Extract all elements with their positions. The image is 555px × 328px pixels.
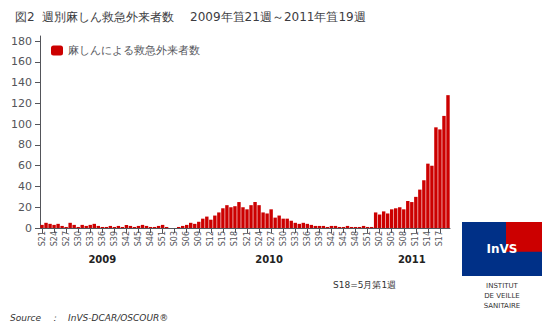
svg-text:S30: S30	[279, 231, 288, 246]
svg-text:S21: S21	[243, 231, 252, 246]
svg-text:S33: S33	[291, 231, 300, 246]
svg-text:S17: S17	[435, 231, 444, 246]
svg-text:180: 180	[11, 35, 32, 48]
svg-text:S39: S39	[315, 231, 324, 246]
svg-text:100: 100	[11, 118, 32, 131]
svg-text:InVS: InVS	[487, 242, 518, 256]
svg-text:2010: 2010	[255, 254, 283, 265]
svg-text:S11: S11	[411, 231, 420, 246]
svg-text:S15: S15	[218, 231, 227, 246]
svg-text:S08: S08	[399, 231, 408, 246]
svg-text:S36: S36	[98, 231, 107, 246]
svg-text:S33: S33	[86, 231, 95, 246]
svg-text:S05: S05	[387, 231, 396, 246]
svg-text:2011: 2011	[398, 254, 426, 265]
svg-text:160: 160	[11, 55, 32, 68]
svg-text:2009: 2009	[88, 254, 116, 265]
svg-text:20: 20	[18, 201, 32, 214]
svg-text:Source ： InVS-DCAR/OSCOUR®: Source ： InVS-DCAR/OSCOUR®	[10, 313, 168, 323]
svg-text:60: 60	[18, 159, 32, 172]
svg-text:S45: S45	[134, 231, 143, 246]
svg-text:80: 80	[18, 138, 32, 151]
svg-text:麻しんによる救急外来者数: 麻しんによる救急外来者数	[68, 44, 200, 57]
svg-text:S24: S24	[255, 231, 264, 246]
svg-text:S18: S18	[230, 231, 239, 246]
svg-text:S21: S21	[38, 231, 47, 246]
svg-text:S48: S48	[351, 231, 360, 246]
svg-text:SANITAIRE: SANITAIRE	[484, 302, 521, 310]
svg-text:S42: S42	[327, 231, 336, 246]
svg-text:0: 0	[25, 222, 32, 235]
svg-text:DE VEILLE: DE VEILLE	[484, 292, 520, 300]
svg-text:S14: S14	[423, 231, 432, 246]
svg-text:S45: S45	[339, 231, 348, 246]
svg-text:S18=5月第1週: S18=5月第1週	[333, 280, 396, 290]
svg-text:S39: S39	[110, 231, 119, 246]
svg-text:40: 40	[18, 180, 32, 193]
svg-text:140: 140	[11, 76, 32, 89]
svg-text:図2 週別麻しん救急外来者数 2009年笡21週～201: 図2 週別麻しん救急外来者数 2009年笡21週～2011年笡19週	[15, 10, 366, 24]
svg-text:120: 120	[11, 97, 32, 110]
svg-text:S51: S51	[363, 231, 372, 246]
svg-text:S12: S12	[206, 231, 215, 246]
svg-text:S06: S06	[182, 231, 191, 246]
svg-text:S51: S51	[158, 231, 167, 246]
svg-text:S48: S48	[146, 231, 155, 246]
svg-text:S42: S42	[122, 231, 131, 246]
svg-text:S09: S09	[194, 231, 203, 246]
svg-text:S30: S30	[74, 231, 83, 246]
svg-text:S03: S03	[170, 231, 179, 246]
svg-text:S24: S24	[50, 231, 59, 246]
svg-text:INSTITUT: INSTITUT	[486, 282, 518, 290]
svg-text:S36: S36	[303, 231, 312, 246]
svg-text:S27: S27	[267, 231, 276, 246]
svg-text:S02: S02	[375, 231, 384, 246]
svg-text:S27: S27	[62, 231, 71, 246]
